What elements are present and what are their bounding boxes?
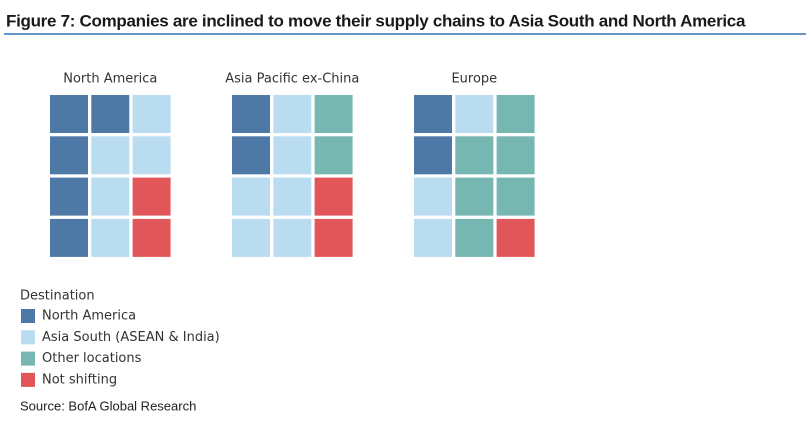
- waffle-cell: [273, 177, 312, 216]
- legend-label: Asia South (ASEAN & India): [42, 330, 220, 345]
- waffle-cell: [314, 136, 353, 175]
- waffle-cell: [455, 177, 494, 216]
- legend-label: Other locations: [42, 351, 142, 366]
- waffle-cell: [91, 177, 130, 216]
- waffle-cell: [232, 136, 270, 175]
- waffle-cell: [132, 136, 171, 175]
- waffle-cell: [414, 136, 452, 175]
- waffle-cell: [273, 218, 312, 257]
- panel-title: North America: [63, 72, 157, 87]
- waffle-cell: [132, 218, 171, 257]
- legend-label: North America: [42, 309, 136, 324]
- waffle-cell: [273, 95, 312, 133]
- waffle-cell: [314, 95, 353, 133]
- waffle-cell: [414, 95, 452, 133]
- panel-title: Asia Pacific ex-China: [225, 72, 359, 87]
- chart-title: Figure 7: Companies are inclined to move…: [6, 11, 746, 30]
- legend-swatch: [21, 309, 35, 323]
- waffle-cell: [414, 218, 452, 257]
- legend-swatch: [21, 351, 35, 366]
- waffle-cell: [232, 95, 270, 133]
- legend-swatch: [21, 372, 35, 387]
- waffle-cell: [50, 218, 88, 257]
- waffle-cell: [91, 95, 130, 133]
- source: Source: BofA Global Research: [20, 398, 196, 413]
- waffle-cell: [132, 95, 171, 133]
- waffle-cell: [455, 218, 494, 257]
- panel-title: Europe: [451, 72, 497, 87]
- waffle-cell: [314, 218, 353, 257]
- waffle-cell: [91, 136, 130, 175]
- waffle-cell: [455, 95, 494, 133]
- waffle-cell: [496, 218, 535, 257]
- waffle-cell: [496, 95, 535, 133]
- waffle-cell: [232, 177, 270, 216]
- waffle-cell: [414, 177, 452, 216]
- legend-title: Destination: [20, 289, 95, 304]
- waffle-cell: [232, 218, 270, 257]
- legend-swatch: [21, 330, 35, 345]
- waffle-cell: [455, 136, 494, 175]
- waffle-cell: [273, 136, 312, 175]
- waffle-cell: [50, 177, 88, 216]
- waffle-cell: [132, 177, 171, 216]
- waffle-cell: [91, 218, 130, 257]
- waffle-cell: [496, 136, 535, 175]
- waffle-cell: [50, 95, 88, 133]
- waffle-cell: [496, 177, 535, 216]
- waffle-cell: [50, 136, 88, 175]
- legend-label: Not shifting: [42, 372, 117, 387]
- waffle-cell: [314, 177, 353, 216]
